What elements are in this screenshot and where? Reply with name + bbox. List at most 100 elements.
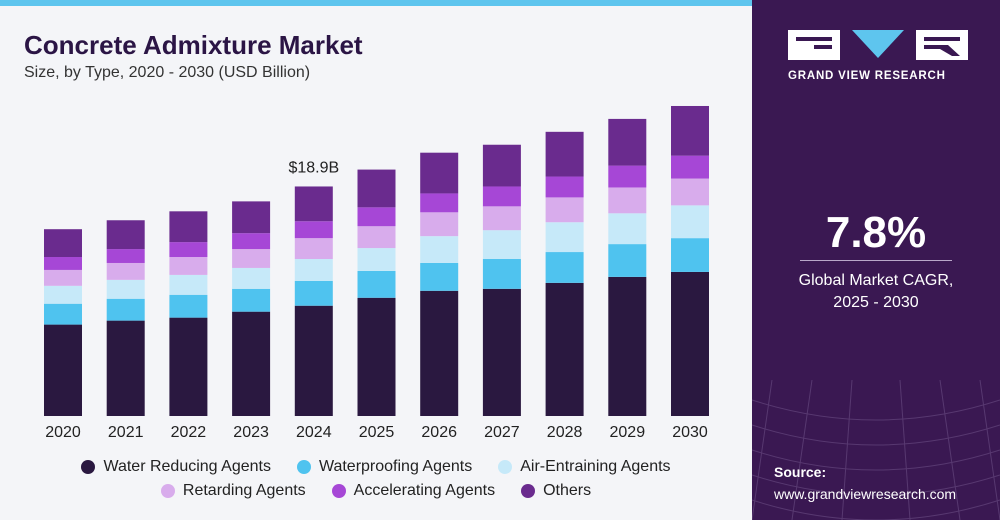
accent-strip [0,0,752,6]
stacked-bar-chart: 2020 2021 2022 2023 2024 $18.9B 2025 2026 2027 20… [44,105,709,441]
value-annotation: $18.9B [288,159,339,176]
x-tick-label: 2020 [45,424,81,441]
legend-item: Retarding Agents [160,482,306,500]
x-tick-label: 2022 [171,424,207,441]
bar-segment-2020-4 [44,257,82,270]
bar-segment-2028-4 [545,176,584,198]
bar-segment-2022-5 [169,211,208,243]
legend-label: Waterproofing Agents [318,458,473,475]
legend-row: Retarding Agents Accelerating Agents Other… [0,482,752,500]
cagr-label-line1: Global Market CAGR, [798,272,954,289]
bar-segment-2023-2 [232,267,271,289]
legend-label: Retarding Agents [182,482,306,499]
bar-segment-2030-5 [671,105,709,156]
legend-swatch [521,484,536,498]
cagr-label-line2: 2025 - 2030 [833,294,919,311]
legend-swatch [296,460,311,474]
x-tick-label: 2026 [421,424,457,441]
bar-segment-2026-0 [420,290,459,416]
x-tick-label: 2025 [359,424,395,441]
bar-segment-2028-2 [545,222,584,253]
bar-segment-2028-0 [545,282,584,416]
legend-label: Others [543,482,592,499]
divider [800,260,952,261]
legend-label: Accelerating Agents [353,482,496,499]
bar-segment-2030-3 [671,178,709,206]
bar-segment-2025-0 [357,297,396,416]
bar-segment-2029-0 [608,276,647,416]
brand-name: GRAND VIEW RESEARCH [788,70,946,82]
bar-segment-2022-0 [169,317,208,416]
legend-label: Air-Entraining Agents [520,458,671,475]
x-tick-label: 2024 [296,424,332,441]
bar-segment-2023-0 [232,311,271,416]
bar-segment-2028-3 [545,197,584,223]
legend-row: Water Reducing Agents Waterproofing Agent… [0,458,752,476]
decorative-grid [752,380,1000,520]
bar-segment-2023-5 [232,201,271,234]
bar-segment-2026-4 [420,193,459,213]
bar-segment-2029-5 [608,118,647,166]
bar-segment-2027-5 [482,144,521,187]
bar-segment-2029-4 [608,165,647,188]
gvr-logo-icon [788,30,968,60]
x-tick-label: 2027 [484,424,520,441]
chart-title: Concrete Admixture Market [24,30,363,60]
bar-segment-2026-3 [420,212,459,237]
bar-segment-2024-2 [294,259,333,281]
bar-segment-2020-1 [44,303,82,325]
bar-segment-2024-0 [294,305,333,416]
x-tick-label: 2023 [233,424,269,441]
bar-segment-2025-4 [357,207,396,227]
bar-segment-2028-1 [545,252,584,283]
bar-segment-2025-5 [357,169,396,208]
bar-segment-2030-0 [671,271,709,416]
bar-segment-2022-3 [169,257,208,275]
bar-segment-2026-2 [420,236,459,263]
bar-segment-2021-0 [106,320,145,416]
source-label: Source: [774,464,827,480]
x-tick-label: 2028 [547,424,583,441]
bar-segment-2020-0 [44,324,82,416]
bar-segment-2020-3 [44,269,82,286]
bar-segment-2021-3 [106,262,145,280]
bar-segment-2022-4 [169,242,208,258]
bar-segment-2022-1 [169,294,208,318]
bar-segment-2025-2 [357,248,396,271]
bar-segment-2024-1 [294,280,333,306]
bar-segment-2027-2 [482,230,521,260]
bar-segment-2021-1 [106,298,145,321]
legend-item: Water Reducing Agents [81,458,271,476]
legend-swatch [498,460,513,474]
bar-segment-2026-5 [420,152,459,194]
side-panel: GRAND VIEW RESEARCH 7.8% Global Market C… [752,0,1000,520]
bar-segment-2030-1 [671,238,709,272]
legend-label: Water Reducing Agents [103,458,271,475]
legend-item: Waterproofing Agents [296,458,473,476]
bar-segment-2024-5 [294,186,333,222]
bar-segment-2026-1 [420,262,459,291]
bar-segment-2027-0 [482,288,521,416]
bar-segment-2024-4 [294,221,333,239]
bar-segment-2023-1 [232,288,271,312]
bar-segment-2021-5 [106,220,145,250]
chart-subtitle: Size, by Type, 2020 - 2030 (USD Billion) [24,64,311,81]
bar-segment-2020-2 [44,285,82,304]
source-url[interactable]: www.grandviewresearch.com [774,486,957,502]
cagr-value: 7.8% [825,208,927,257]
legend-swatch [81,460,96,474]
bar-segment-2022-2 [169,274,208,295]
legend-item: Others [521,482,591,500]
bar-segment-2023-4 [232,233,271,250]
bar-segment-2027-3 [482,206,521,231]
bar-segment-2021-4 [106,249,145,263]
legend-item: Accelerating Agents [331,482,496,500]
bar-segment-2027-1 [482,259,521,289]
bar-segment-2027-4 [482,186,521,207]
x-tick-label: 2029 [610,424,646,441]
x-tick-label: 2021 [108,424,144,441]
bar-segment-2030-4 [671,155,709,179]
bar-segment-2023-3 [232,249,271,268]
bar-segment-2025-3 [357,226,396,249]
bar-segment-2020-5 [44,229,82,258]
